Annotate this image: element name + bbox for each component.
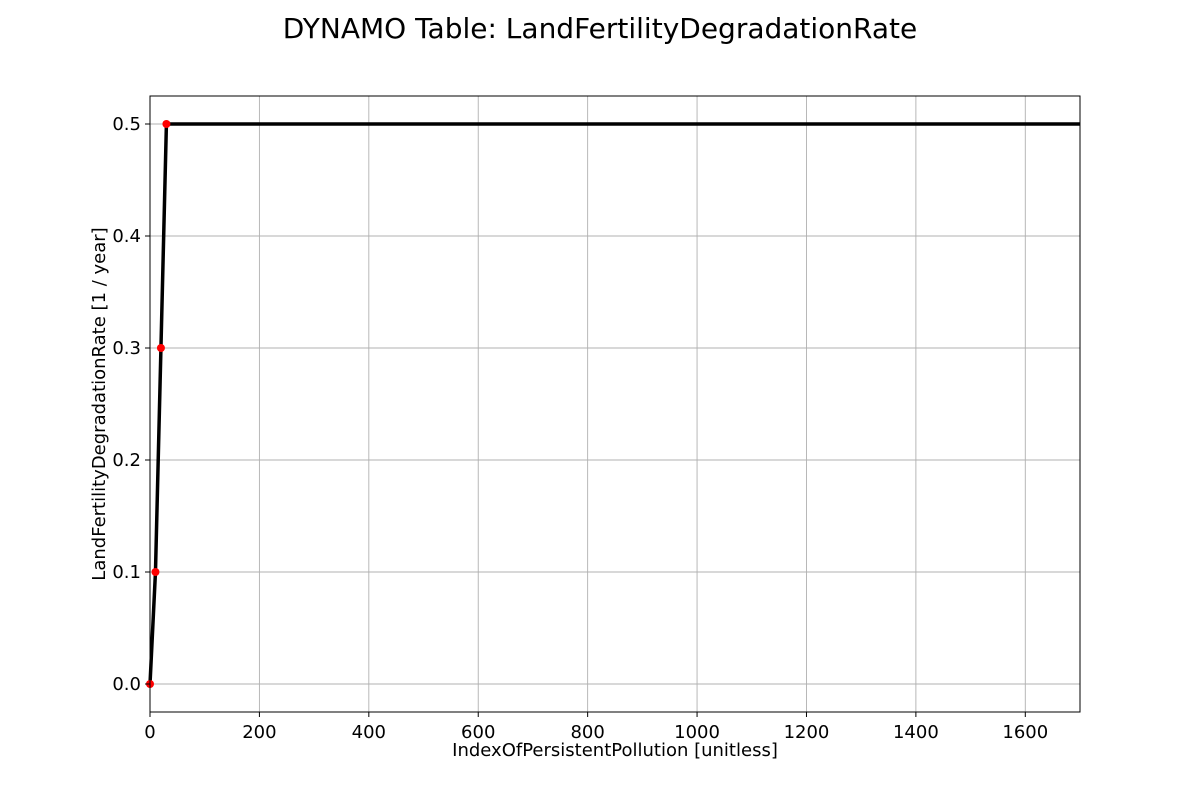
grid	[149, 96, 1080, 712]
x-axis-label: IndexOfPersistentPollution [unitless]	[452, 740, 778, 761]
series-layer	[148, 122, 1080, 685]
x-axis-ticks: 0 200 400 600 800 1000 1200 1400 1600	[144, 712, 1048, 743]
data-point	[151, 568, 160, 576]
plot-frame	[149, 95, 1081, 713]
data-point	[156, 344, 165, 352]
x-tick-label: 1600	[1002, 722, 1048, 743]
y-tick-label: 0.3	[112, 338, 141, 359]
x-tick-label: 1200	[784, 722, 830, 743]
y-axis-label: LandFertilityDegradationRate [1 / year]	[89, 227, 110, 580]
data-point	[162, 120, 171, 128]
x-tick-label: 1400	[893, 722, 939, 743]
y-tick-label: 0.2	[112, 450, 141, 471]
x-tick-label: 400	[352, 722, 386, 743]
x-tick-label: 800	[570, 722, 604, 743]
x-tick-label: 200	[242, 722, 276, 743]
x-tick-label: 0	[144, 722, 155, 743]
series-line	[148, 122, 1080, 685]
x-tick-label: 600	[461, 722, 495, 743]
y-axis-ticks: 0.0 0.1 0.2 0.3 0.4 0.5	[112, 114, 150, 695]
y-tick-label: 0.4	[112, 226, 141, 247]
y-tick-label: 0.0	[112, 674, 141, 695]
x-tick-label: 1000	[674, 722, 720, 743]
points-layer	[146, 120, 171, 688]
y-tick-label: 0.5	[112, 114, 141, 135]
y-tick-label: 0.1	[112, 562, 141, 583]
chart-title: DYNAMO Table: LandFertilityDegradationRa…	[283, 12, 918, 45]
